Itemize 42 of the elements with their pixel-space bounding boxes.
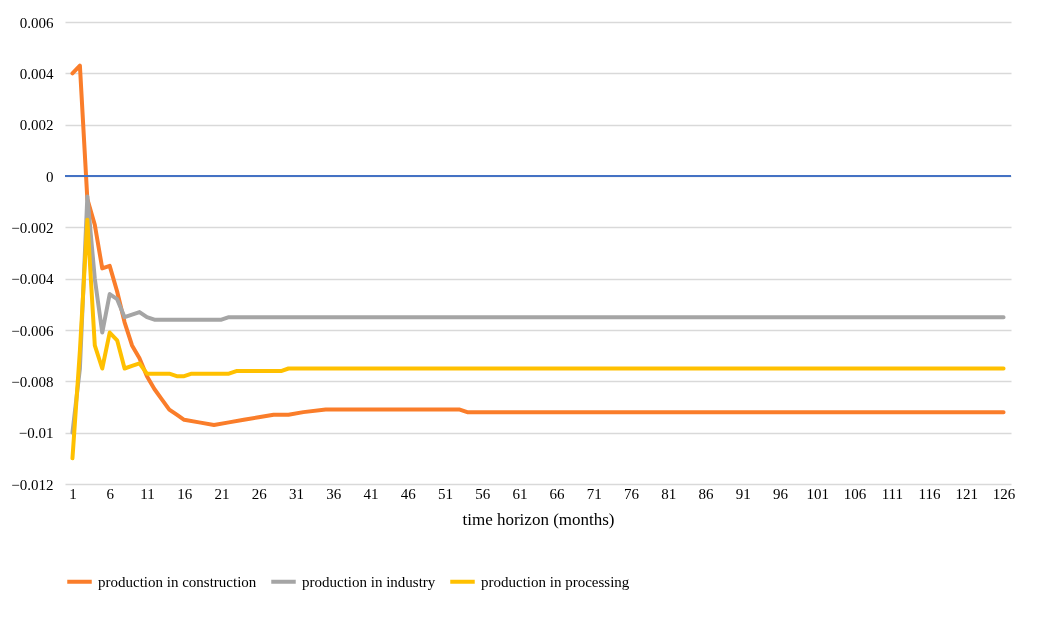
x-tick-label: 61 [512, 485, 528, 502]
x-tick-label: 1 [69, 485, 77, 502]
x-tick-label: 106 [843, 485, 867, 502]
x-tick-label: 56 [475, 485, 491, 502]
x-tick-label: 51 [437, 485, 453, 502]
x-tick-label: 126 [992, 485, 1016, 502]
x-tick-label: 11 [140, 485, 155, 502]
x-tick-label: 71 [586, 485, 602, 502]
x-tick-label: 116 [918, 485, 942, 502]
x-tick-label: 81 [661, 485, 677, 502]
y-tick-label: −0.008 [11, 373, 54, 390]
x-tick-label: 36 [326, 485, 342, 502]
x-tick-label: 91 [735, 485, 751, 502]
x-tick-label: 66 [549, 485, 566, 502]
y-tick-label: −0.004 [11, 271, 54, 288]
y-tick-label: 0.004 [19, 65, 54, 82]
x-tick-label: 21 [214, 485, 230, 502]
y-tick-label: 0.006 [19, 14, 54, 31]
x-tick-label: 46 [400, 485, 417, 502]
x-axis-title: time horizon (months) [462, 509, 615, 529]
x-tick-label: 26 [251, 485, 268, 502]
x-tick-label: 16 [177, 485, 193, 502]
x-tick-label: 86 [698, 485, 715, 502]
x-tick-label: 111 [881, 485, 904, 502]
y-tick-label: −0.012 [11, 476, 54, 493]
line-series [70, 63, 1006, 427]
y-tick-label: −0.002 [11, 219, 54, 236]
y-tick-label: 0 [46, 168, 54, 185]
x-tick-label: 41 [363, 485, 379, 502]
x-tick-label: 6 [106, 485, 115, 502]
y-tick-label: −0.006 [11, 322, 54, 339]
x-tick-label: 31 [288, 485, 304, 502]
y-tick-label: −0.01 [18, 425, 54, 442]
y-tick-label: 0.002 [19, 117, 54, 134]
x-tick-label: 121 [955, 485, 979, 502]
legend-label: production in industry [302, 573, 436, 590]
line-series [70, 217, 1006, 461]
x-tick-label: 96 [773, 485, 789, 502]
legend-label: production in construction [98, 573, 257, 590]
x-tick-label: 101 [806, 485, 830, 502]
x-tick-label: 76 [624, 485, 640, 502]
legend-label: production in processing [481, 573, 630, 590]
